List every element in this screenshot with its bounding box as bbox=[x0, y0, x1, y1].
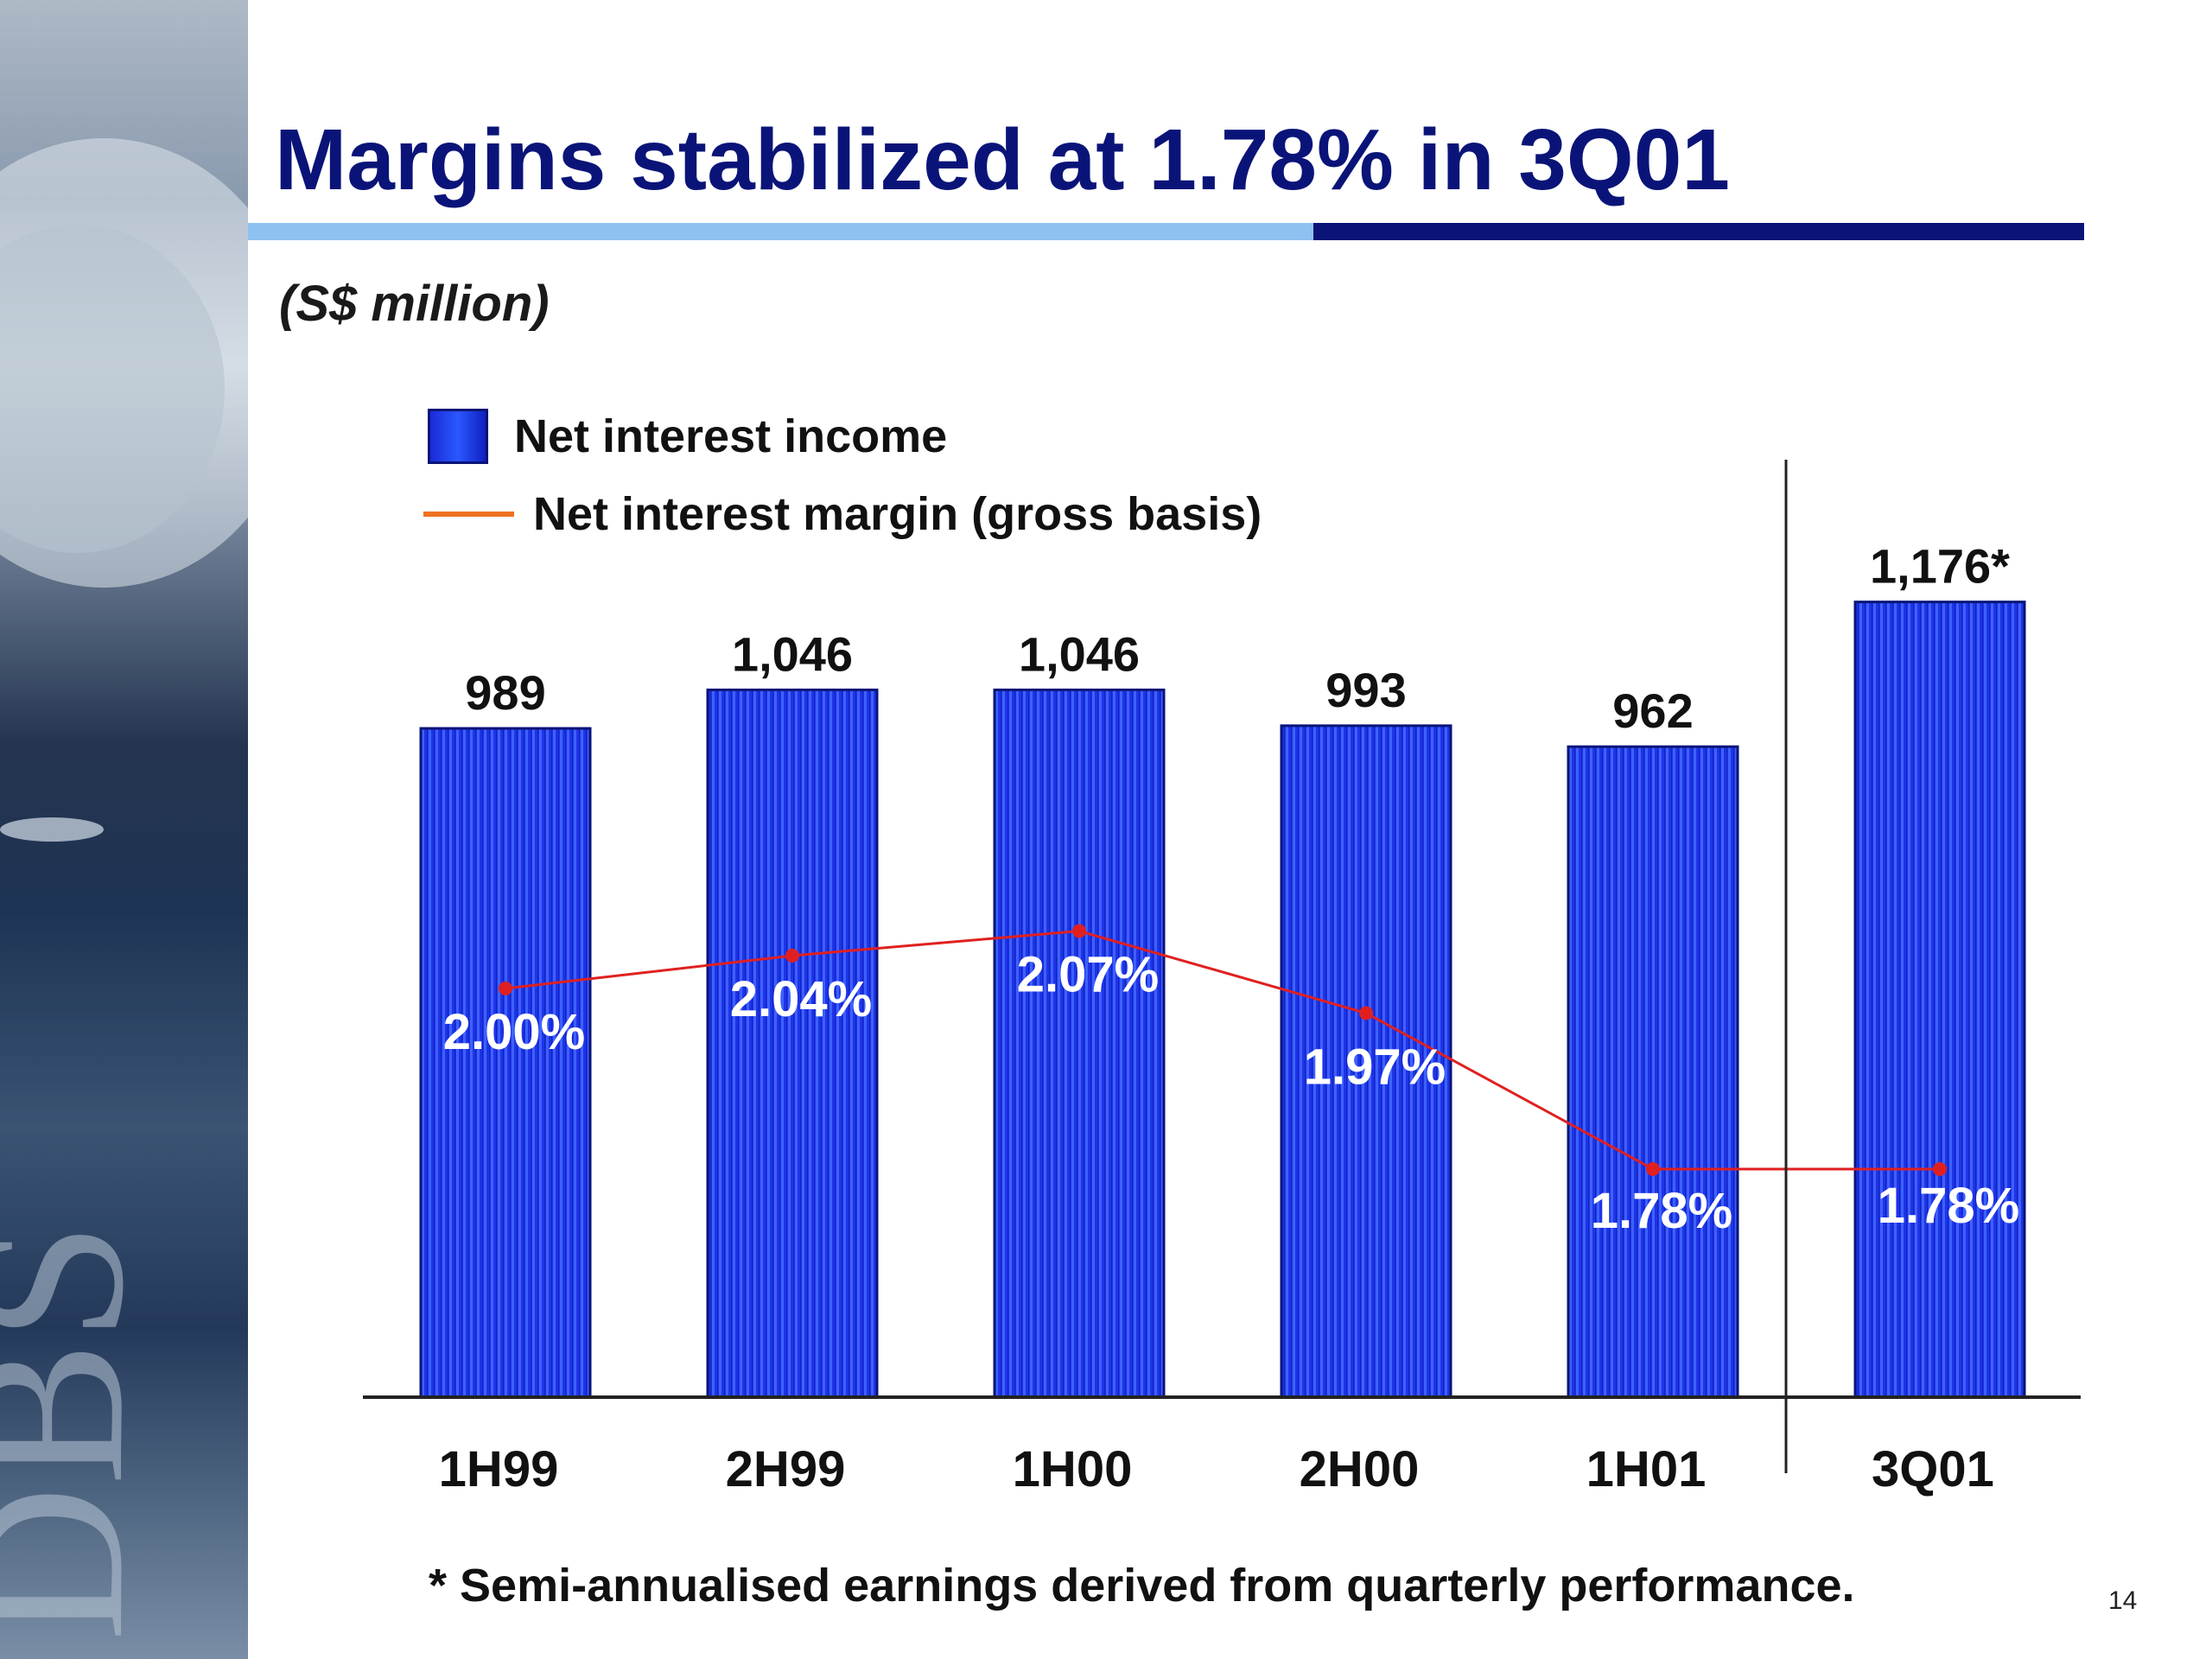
bar-value-label-1h99: 989 bbox=[465, 665, 545, 720]
legend-label-net-interest-margin: Net interest margin (gross basis) bbox=[533, 488, 1262, 540]
legend-item-net-interest-income: Net interest income bbox=[428, 406, 947, 467]
bar-value-label-2h99: 1,046 bbox=[732, 626, 853, 681]
x-tick-label-1h01: 1H01 bbox=[1586, 1441, 1707, 1497]
bar-value-label-3q01: 1,176* bbox=[1870, 539, 2010, 594]
page-number: 14 bbox=[2108, 1586, 2138, 1615]
side-coin-illustration: DBS bbox=[0, 138, 248, 1642]
x-tick-label-1h99: 1H99 bbox=[439, 1441, 559, 1497]
bar-2h00 bbox=[1280, 724, 1452, 1399]
bar-3q01 bbox=[1853, 601, 2026, 1399]
x-tick-label-2h00: 2H00 bbox=[1300, 1441, 1420, 1497]
margin-point-2h99 bbox=[785, 949, 799, 963]
margin-line bbox=[505, 929, 1940, 1171]
unit-note: (S$ million) bbox=[279, 276, 550, 332]
margin-value-label-1h00: 2.07% bbox=[1017, 947, 1159, 1003]
x-tick-label-1h00: 1H00 bbox=[1013, 1441, 1133, 1497]
margin-point-1h01 bbox=[1646, 1162, 1660, 1176]
bar-2h99 bbox=[706, 688, 879, 1399]
bar-value-label-1h00: 1,046 bbox=[1019, 626, 1140, 681]
bar-1h01 bbox=[1567, 745, 1739, 1399]
bar-1h00 bbox=[993, 688, 1166, 1399]
title-rule-light bbox=[248, 223, 1313, 240]
slide-title: Margins stabilized at 1.78% in 3Q01 bbox=[275, 111, 1730, 208]
title-rule-dark bbox=[1313, 223, 2084, 240]
bar-value-label-2h00: 993 bbox=[1325, 663, 1406, 717]
margin-point-3q01 bbox=[1933, 1162, 1947, 1176]
legend-label-net-interest-income: Net interest income bbox=[514, 410, 948, 462]
legend-item-net-interest-margin: Net interest margin (gross basis) bbox=[423, 484, 1262, 544]
bar-value-label-1h01: 962 bbox=[1612, 683, 1693, 738]
margin-point-2h00 bbox=[1359, 1006, 1373, 1020]
margin-value-label-1h99: 2.00% bbox=[443, 1004, 585, 1060]
margin-point-1h00 bbox=[1072, 924, 1086, 938]
side-decorative-panel: DBS bbox=[0, 0, 248, 1659]
x-tick-label-2h99: 2H99 bbox=[726, 1441, 846, 1497]
bar-1h99 bbox=[419, 727, 592, 1399]
footnote: * Semi-annualised earnings derived from … bbox=[429, 1560, 1855, 1611]
legend-bar-swatch bbox=[428, 409, 488, 464]
margin-value-label-3q01: 1.78% bbox=[1878, 1178, 2019, 1234]
x-tick-label-3q01: 3Q01 bbox=[1872, 1441, 1994, 1497]
margin-value-label-1h01: 1.78% bbox=[1591, 1183, 1732, 1239]
legend-line-swatch bbox=[423, 512, 514, 517]
margin-value-label-2h00: 1.97% bbox=[1304, 1039, 1446, 1096]
dbs-watermark-logo: DBS bbox=[0, 1222, 168, 1642]
margin-value-label-2h99: 2.04% bbox=[730, 971, 872, 1027]
margin-point-1h99 bbox=[499, 982, 512, 995]
